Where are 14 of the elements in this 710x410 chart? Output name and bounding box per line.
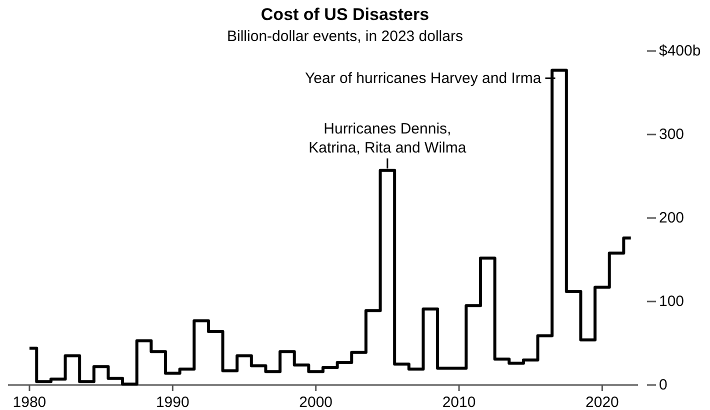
chart-subtitle: Billion-dollar events, in 2023 dollars [227,28,463,45]
y-tick-label: 300 [659,126,684,143]
y-tick-label: 100 [659,293,684,310]
x-tick-label: 2000 [299,394,333,410]
x-tick-label: 2020 [586,394,619,410]
annotation: Year of hurricanes Harvey and Irma [305,70,542,88]
y-tick-label: 200 [659,210,684,226]
x-tick-label: 2010 [442,394,476,410]
y-tick-label: $400b [659,42,701,60]
chart-title: Cost of US Disasters [260,5,430,24]
x-tick-label: 1980 [12,394,46,410]
x-tick-label: 1990 [156,394,190,410]
y-tick-label: 0 [659,376,668,394]
annotation: Hurricanes Dennis, Katrina, Rita and Wilma [308,120,467,156]
